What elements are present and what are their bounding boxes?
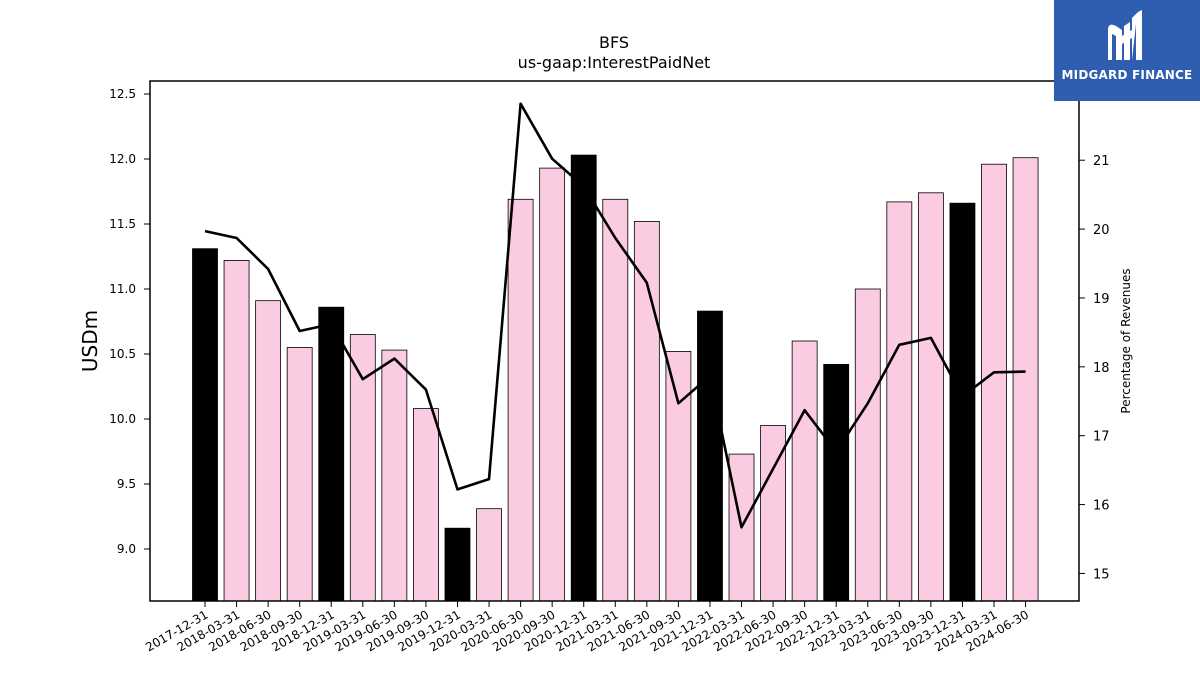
y-tick-label: 11.5 <box>109 217 136 231</box>
bar-2018-09-30 <box>286 347 313 602</box>
bar-2020-03-31 <box>476 508 502 602</box>
y2-tick-label: 19 <box>1093 292 1110 307</box>
y-tick-label: 9.0 <box>117 542 136 556</box>
y-axis-label: USDm <box>78 310 102 372</box>
bar-2024-03-31 <box>981 163 1007 602</box>
bar-2023-12-31 <box>949 202 976 602</box>
bar-2021-09-30 <box>665 350 692 602</box>
y-tick-label: 12.0 <box>109 152 136 166</box>
y-tick-label: 10.0 <box>109 412 136 426</box>
y-tick-label: 12.5 <box>109 87 136 101</box>
plot-frame <box>149 80 1080 602</box>
bar-2019-06-30 <box>381 349 408 602</box>
bar-2023-03-31 <box>854 288 881 602</box>
bar-2023-09-30 <box>917 192 944 602</box>
y2-tick-label: 15 <box>1093 567 1110 582</box>
chart-title: BFS <box>599 33 629 52</box>
bar-2019-12-31 <box>444 527 471 602</box>
brand-name: MIDGARD FINANCE <box>1061 68 1193 82</box>
bar-2018-03-31 <box>223 259 250 602</box>
y2-tick-label: 21 <box>1093 154 1110 169</box>
bar-2021-12-31 <box>697 310 723 602</box>
bar-2021-03-31 <box>602 198 629 602</box>
bar-2019-09-30 <box>413 408 439 602</box>
bar-2020-06-30 <box>507 198 534 602</box>
y2-tick-label: 16 <box>1093 499 1110 514</box>
y-tick-label: 11.0 <box>109 282 136 296</box>
bar-2020-09-30 <box>539 167 566 602</box>
chart-subtitle: us-gaap:InterestPaidNet <box>518 53 711 72</box>
y2-tick-label: 17 <box>1093 430 1110 445</box>
y2-axis-label: Percentage of Revenues <box>1119 268 1133 413</box>
bar-2018-06-30 <box>255 300 282 602</box>
bar-group <box>192 154 1039 602</box>
y-tick-label: 9.5 <box>117 477 136 491</box>
bar-2022-09-30 <box>791 340 818 602</box>
bar-2018-12-31 <box>318 306 345 602</box>
bar-2022-12-31 <box>823 363 850 602</box>
logo-mark-icon <box>1108 10 1142 61</box>
bar-2020-12-31 <box>570 154 597 602</box>
percentage-line <box>204 102 1026 529</box>
bar-2017-12-31 <box>192 248 218 602</box>
y2-tick-label: 18 <box>1093 361 1110 376</box>
bar-2021-06-30 <box>633 220 660 602</box>
bar-2024-06-30 <box>1012 157 1039 602</box>
line-layer <box>204 102 1026 529</box>
brand-logo: MIDGARD FINANCE <box>1054 0 1200 101</box>
y-tick-label: 10.5 <box>109 347 136 361</box>
y2-tick-label: 20 <box>1093 223 1110 238</box>
bar-2023-06-30 <box>886 201 913 602</box>
